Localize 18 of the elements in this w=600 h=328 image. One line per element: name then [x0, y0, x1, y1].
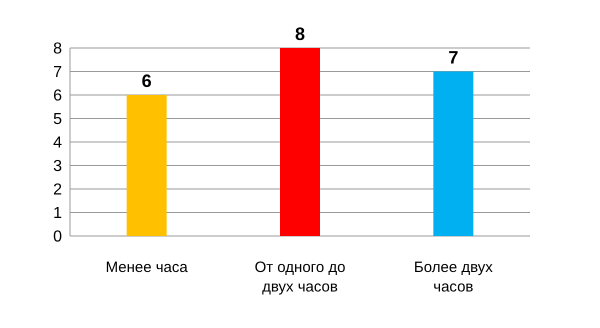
y-tick-label: 8 — [53, 40, 62, 58]
data-label: 8 — [294, 24, 306, 44]
y-tick-label: 1 — [53, 205, 62, 222]
y-tick-label: 4 — [53, 134, 62, 152]
bar — [433, 72, 474, 236]
data-label: 7 — [448, 48, 458, 68]
bar — [126, 95, 167, 236]
x-tick-label: От одного до двух часов — [254, 259, 346, 296]
y-tick-label: 3 — [53, 158, 62, 176]
y-tick-label: 5 — [53, 111, 62, 128]
data-label: 6 — [142, 71, 152, 91]
y-tick-label: 7 — [53, 64, 62, 82]
bar — [280, 48, 320, 236]
x-tick-label: Менее часа — [106, 259, 188, 276]
y-tick-label: 2 — [53, 182, 62, 199]
x-tick-label: Более двух часов — [414, 259, 494, 296]
y-tick-label: 6 — [53, 88, 62, 105]
y-tick-label: 0 — [53, 228, 62, 246]
